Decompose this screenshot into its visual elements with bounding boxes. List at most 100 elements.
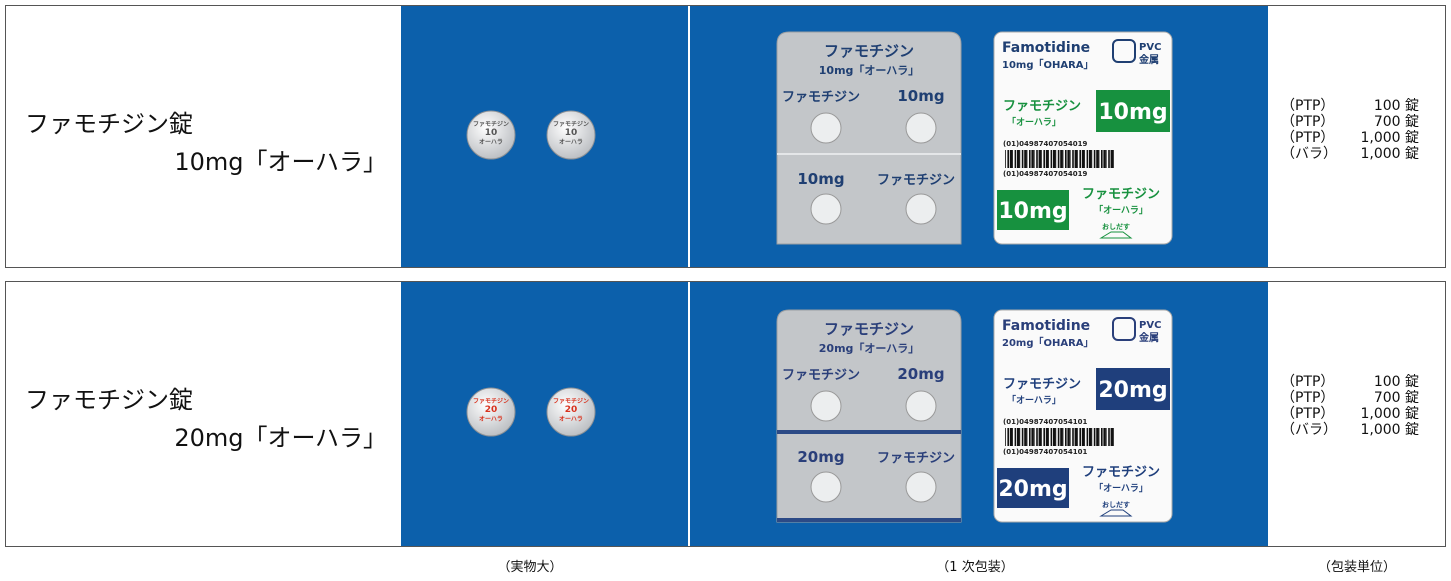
box-material: PVC (1139, 320, 1161, 331)
barcode-bar (1065, 428, 1067, 446)
barcode-bar (1081, 428, 1085, 446)
strength-badge (997, 190, 1069, 230)
barcode-bar (1024, 428, 1027, 446)
barcode-bar (1048, 428, 1049, 446)
barcode-bar (1014, 428, 1017, 446)
barcode-bar (1093, 428, 1096, 446)
barcode-bar (1038, 428, 1041, 446)
barcode-bar (1077, 150, 1078, 168)
barcode-bar (1017, 150, 1020, 168)
tablet-imprint: オーハラ (479, 416, 503, 423)
box-maker: 「オーハラ」 (1094, 204, 1148, 216)
barcode-bar (1101, 150, 1103, 168)
barcode-bar (1072, 428, 1074, 446)
barcode-bar (1089, 150, 1092, 168)
barcode-bar (1086, 428, 1089, 446)
barcode-bar (1079, 150, 1081, 168)
barcode-bar (1086, 150, 1089, 168)
box-latin-name: Famotidine (1002, 40, 1090, 56)
strength-badge (997, 468, 1069, 508)
barcode-bar (1043, 428, 1045, 446)
barcode-bar (1065, 150, 1067, 168)
blister-brand: ファモチジン (877, 173, 955, 188)
barcode-bar (1012, 150, 1013, 168)
barcode-bar (1103, 150, 1106, 168)
box-brand: ファモチジン (1082, 187, 1160, 202)
barcode-bar (1045, 150, 1049, 168)
barcode-bar (1072, 150, 1074, 168)
barcode-bar (1108, 150, 1110, 168)
barcode-bar (1033, 428, 1035, 446)
barcode-bar (1033, 150, 1035, 168)
barcode-bar (1089, 428, 1092, 446)
barcode-bar (1098, 150, 1100, 168)
push-icon (1099, 509, 1133, 517)
box-latin-strength: 10mg「OHARA」 (1002, 58, 1094, 71)
barcode-bar (1074, 150, 1077, 168)
barcode-bar (1009, 428, 1013, 446)
barcode-bar (1009, 150, 1013, 168)
box-brand: ファモチジン (1003, 377, 1081, 392)
barcode-bar (1096, 428, 1099, 446)
blister-brand: ファモチジン (782, 368, 860, 383)
tablet (466, 387, 516, 437)
barcode-bar (1053, 428, 1056, 446)
blister (776, 309, 962, 523)
barcode-bar (1024, 150, 1027, 168)
product-name: ファモチジン錠 (25, 386, 193, 414)
tablet-imprint: ファモチジン (553, 398, 589, 405)
barcode-bar (1060, 150, 1063, 168)
pack-quantity: 1,000 錠 (1360, 146, 1419, 162)
barcode-bar (1005, 428, 1006, 446)
pack-quantity: 700 錠 (1373, 390, 1419, 406)
barcode-bar (1012, 428, 1013, 446)
tablet (466, 110, 516, 159)
blister-tablet (810, 193, 842, 225)
barcode-bar (1007, 150, 1009, 168)
barcode-bar (1026, 428, 1028, 446)
barcode-bar (1105, 428, 1107, 446)
barcode-bar (1043, 150, 1045, 168)
pack-quantity: 1,000 錠 (1360, 406, 1419, 422)
tablet (546, 110, 596, 159)
pack-type: （PTP） (1281, 98, 1335, 114)
product-strength: 10mg「オーハラ」 (174, 148, 387, 176)
pack-quantity: 1,000 錠 (1360, 422, 1419, 438)
barcode-bar (1021, 428, 1024, 446)
tablet-imprint: 20 (485, 405, 498, 415)
blister-strength: 20mg (797, 448, 844, 466)
tablet-photo-cell (401, 6, 688, 267)
blister-brand: ファモチジン (782, 90, 860, 105)
box-maker: 「オーハラ」 (1007, 116, 1061, 128)
barcode-bar (1103, 428, 1106, 446)
barcode-bar (1050, 428, 1053, 446)
tablet (546, 387, 596, 437)
blister-tablet (905, 193, 937, 225)
product-row: ファモチジン錠 10mg「オーハラ」 （PTP） 100 錠（PTP） 700 錠（PT… (5, 5, 1446, 268)
tablet-photo-cell (401, 282, 688, 546)
pack-type: （バラ） (1281, 422, 1337, 438)
barcode-bar (1062, 428, 1064, 446)
box-strength: 20mg (998, 477, 1067, 502)
blister-strength: 10mg (797, 170, 844, 188)
tablet-imprint: 20 (565, 405, 578, 415)
barcode-bar (1029, 428, 1031, 446)
caption: （実物大） (497, 560, 563, 575)
blister-tablet (905, 471, 937, 503)
barcode-bar (1007, 428, 1009, 446)
barcode-bar (1017, 428, 1020, 446)
barcode-bar (1084, 428, 1085, 446)
tablet-imprint: ファモチジン (553, 121, 589, 128)
tablet-imprint: 10 (485, 128, 498, 138)
barcode-bar (1096, 150, 1099, 168)
barcode-bar (1057, 428, 1060, 446)
barcode-number: (01)04987407054019 (1003, 170, 1087, 178)
barcode-bar (1029, 150, 1031, 168)
blister-tablet (810, 390, 842, 422)
blister-brand: ファモチジン (824, 42, 914, 60)
recycle-mark (1112, 39, 1136, 63)
box-strength: 20mg (1098, 378, 1167, 403)
pack-quantity: 100 錠 (1373, 374, 1419, 390)
box-maker: 「オーハラ」 (1007, 394, 1061, 406)
